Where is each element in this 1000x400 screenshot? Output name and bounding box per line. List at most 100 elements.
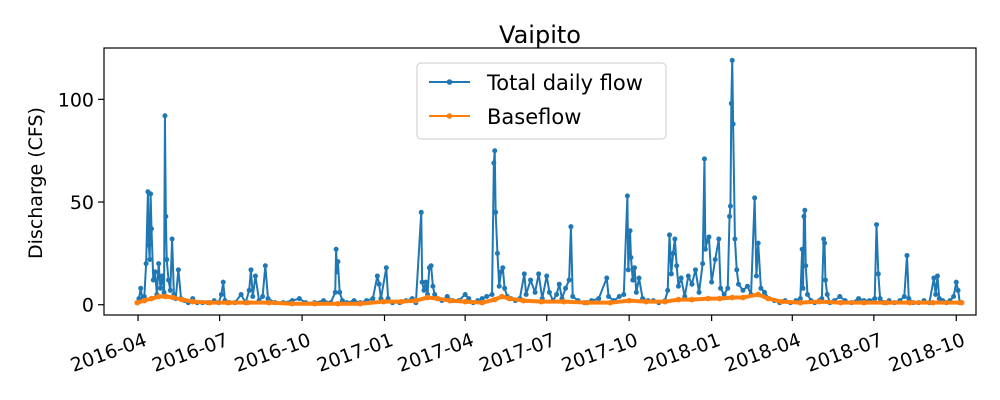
data-point bbox=[248, 267, 254, 273]
data-point bbox=[672, 236, 678, 242]
data-point bbox=[662, 298, 668, 305]
data-point bbox=[689, 281, 695, 287]
data-point bbox=[732, 236, 738, 242]
data-point bbox=[734, 267, 740, 273]
data-point bbox=[856, 296, 862, 302]
data-point bbox=[489, 291, 495, 297]
data-point bbox=[148, 191, 154, 197]
data-point bbox=[566, 277, 572, 283]
data-point bbox=[596, 296, 602, 302]
data-point bbox=[718, 285, 724, 291]
data-point bbox=[544, 273, 550, 279]
data-point bbox=[520, 297, 527, 304]
data-point bbox=[958, 299, 965, 306]
data-point bbox=[675, 283, 681, 289]
data-point bbox=[554, 291, 560, 297]
data-point bbox=[163, 213, 169, 219]
data-point bbox=[883, 299, 890, 306]
data-point bbox=[901, 294, 907, 300]
data-point bbox=[740, 294, 746, 301]
data-point bbox=[499, 293, 505, 300]
data-point bbox=[762, 289, 767, 295]
data-point bbox=[802, 207, 808, 213]
data-point bbox=[628, 254, 634, 260]
data-point bbox=[630, 277, 636, 283]
data-point bbox=[206, 299, 213, 306]
data-point bbox=[491, 296, 498, 303]
data-point bbox=[430, 283, 436, 289]
data-point bbox=[175, 267, 181, 273]
data-point bbox=[532, 289, 538, 295]
data-point bbox=[872, 296, 878, 302]
data-point bbox=[462, 291, 468, 297]
data-point bbox=[334, 269, 340, 275]
x-tick-label: 2018-10 bbox=[886, 329, 968, 377]
data-point bbox=[418, 209, 424, 215]
legend: Total daily flow Baseflow bbox=[416, 62, 667, 140]
data-point bbox=[163, 293, 169, 300]
data-point bbox=[266, 299, 272, 306]
data-point bbox=[755, 291, 762, 298]
data-point bbox=[727, 213, 733, 219]
data-point bbox=[906, 299, 913, 306]
data-point bbox=[636, 275, 642, 281]
data-point bbox=[244, 299, 251, 306]
data-point bbox=[861, 299, 867, 306]
x-tick-label: 2018-01 bbox=[641, 329, 723, 377]
data-point bbox=[744, 283, 750, 289]
data-point bbox=[179, 296, 185, 303]
data-point bbox=[930, 299, 936, 306]
data-point bbox=[822, 277, 828, 283]
data-point bbox=[736, 281, 742, 287]
data-point bbox=[138, 285, 144, 291]
data-point bbox=[727, 203, 733, 209]
data-point bbox=[146, 242, 152, 248]
data-point bbox=[716, 295, 723, 302]
data-point bbox=[951, 294, 957, 300]
legend-entry: Baseflow bbox=[487, 105, 581, 129]
data-point bbox=[150, 277, 156, 283]
data-point bbox=[162, 113, 168, 119]
data-point bbox=[434, 295, 441, 302]
data-point bbox=[570, 294, 576, 300]
series-line bbox=[136, 292, 962, 306]
data-point bbox=[758, 285, 764, 291]
data-point bbox=[492, 148, 498, 154]
data-point bbox=[447, 297, 453, 304]
data-point bbox=[824, 291, 830, 297]
data-point bbox=[934, 273, 940, 279]
data-point bbox=[479, 299, 486, 306]
data-point bbox=[685, 273, 691, 279]
data-point bbox=[220, 279, 226, 285]
data-point bbox=[374, 273, 380, 279]
data-point bbox=[778, 298, 785, 305]
data-point bbox=[621, 291, 627, 297]
data-point bbox=[797, 299, 804, 306]
y-tick-label: 50 bbox=[70, 192, 94, 214]
data-point bbox=[494, 250, 500, 256]
data-point bbox=[667, 232, 672, 238]
data-point bbox=[155, 293, 162, 300]
data-point bbox=[500, 265, 506, 271]
data-point bbox=[157, 285, 163, 291]
data-point bbox=[246, 287, 252, 293]
x-tick-label: 2016-10 bbox=[232, 329, 314, 377]
data-point bbox=[933, 291, 939, 297]
data-point bbox=[462, 298, 468, 305]
data-point bbox=[370, 296, 376, 302]
data-point bbox=[134, 299, 140, 306]
data-point bbox=[376, 281, 382, 287]
data-point bbox=[149, 226, 154, 232]
data-point bbox=[712, 257, 718, 263]
data-point bbox=[546, 289, 552, 295]
data-point bbox=[702, 246, 708, 252]
data-point bbox=[953, 279, 959, 285]
data-point bbox=[311, 300, 318, 307]
data-point bbox=[696, 289, 702, 295]
data-point bbox=[332, 289, 338, 295]
data-point bbox=[624, 193, 630, 199]
data-point bbox=[906, 296, 912, 302]
data-point bbox=[604, 275, 610, 281]
data-point bbox=[800, 285, 806, 291]
